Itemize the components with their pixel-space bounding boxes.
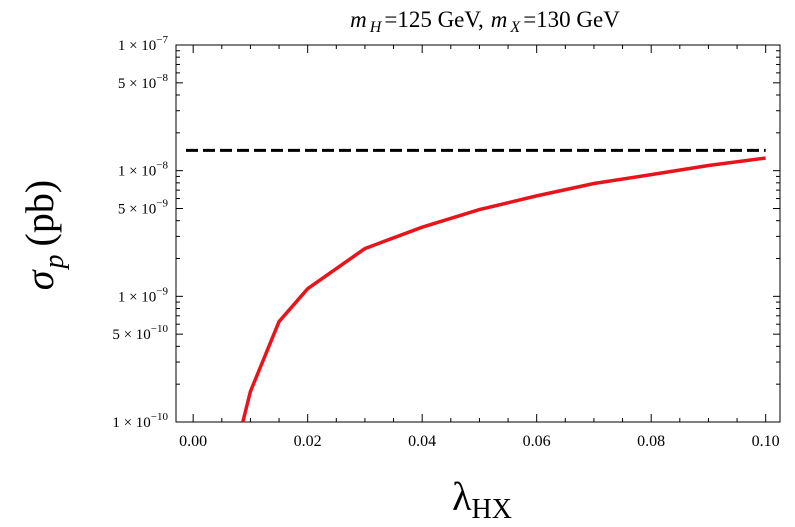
x-tick-label: 0.06 xyxy=(523,433,551,450)
y-tick-label: 5 × 10−8 xyxy=(118,72,169,92)
y-tick-label: 1 × 10−8 xyxy=(118,160,169,180)
y-tick-mantissa: 1 × 10 xyxy=(118,38,156,54)
x-tick-label: 0.04 xyxy=(408,433,436,450)
title-m1-symbol: m xyxy=(350,7,367,32)
y-tick-exponent: −7 xyxy=(156,34,168,46)
x-tick-label: 0.08 xyxy=(637,433,665,450)
title-m1-sub: H xyxy=(369,19,383,36)
y-tick-mantissa: 1 × 10 xyxy=(118,289,156,305)
y-label-unit: (pb) xyxy=(17,180,62,247)
y-tick-label: 1 × 10−7 xyxy=(118,34,169,54)
x-tick-label: 0.10 xyxy=(752,433,780,450)
x-label-sub: HX xyxy=(471,494,511,525)
y-axis-ticks: 1 × 10−75 × 10−81 × 10−85 × 10−91 × 10−9… xyxy=(112,34,780,431)
y-tick-mantissa: 5 × 10 xyxy=(118,76,156,92)
y-tick-exponent: −9 xyxy=(156,285,168,297)
title-m2-symbol: m xyxy=(491,7,508,32)
y-tick-exponent: −10 xyxy=(151,323,169,335)
title-m1-value: =125 GeV, xyxy=(384,7,483,32)
y-tick-mantissa: 5 × 10 xyxy=(118,201,156,217)
y-tick-mantissa: 5 × 10 xyxy=(112,327,150,343)
series-red-curve xyxy=(241,156,766,423)
y-tick-exponent: −8 xyxy=(156,160,168,172)
title-m2-sub: X xyxy=(509,19,521,36)
y-tick-mantissa: 1 × 10 xyxy=(112,415,150,431)
y-label-symbol: σ xyxy=(17,269,62,290)
x-tick-label: 0.00 xyxy=(179,433,207,450)
y-tick-label: 5 × 10−10 xyxy=(112,323,168,343)
plot-frame xyxy=(175,44,781,423)
y-tick-label: 1 × 10−10 xyxy=(112,411,168,431)
x-axis-label: λHX xyxy=(452,474,512,525)
y-tick-exponent: −9 xyxy=(156,197,168,209)
y-tick-label: 5 × 10−9 xyxy=(118,197,169,217)
y-label-sub: p xyxy=(39,254,70,270)
x-tick-label: 0.02 xyxy=(294,433,322,450)
y-tick-mantissa: 1 × 10 xyxy=(118,164,156,180)
title-m2-value: =130 GeV xyxy=(523,7,620,32)
x-label-symbol: λ xyxy=(452,474,472,519)
y-tick-label: 1 × 10−9 xyxy=(118,285,169,305)
y-tick-exponent: −8 xyxy=(156,72,168,84)
y-tick-exponent: −10 xyxy=(151,411,169,423)
y-axis-label: σp (pb) xyxy=(17,180,70,290)
chart-title: m H =125 GeV, m X =130 GeV xyxy=(350,7,620,36)
x-axis-ticks: 0.00 0.02 0.04 0.06 0.08 0.10 xyxy=(179,45,780,450)
